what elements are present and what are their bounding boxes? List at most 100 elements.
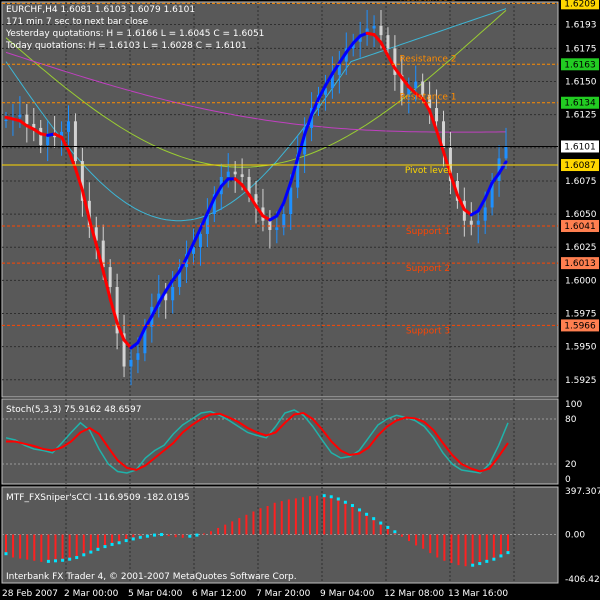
- trend-line-segment: [212, 184, 223, 200]
- trend-line-segment: [393, 66, 404, 80]
- stoch-signal-line: [6, 411, 509, 473]
- cci-tip-marker: [53, 559, 57, 563]
- candle-body: [240, 174, 244, 177]
- candle-body: [143, 326, 147, 354]
- candle-body: [94, 227, 98, 241]
- stoch-main-line: [5, 409, 509, 474]
- cci-tip-marker: [160, 533, 164, 537]
- stoch-tick-label: 100: [565, 400, 582, 410]
- time-tick-label: 13 Mar 16:00: [448, 589, 508, 599]
- trend-line-segment: [421, 97, 432, 113]
- candle-body: [18, 114, 22, 118]
- candle-body: [469, 220, 473, 225]
- candle-body: [171, 286, 175, 301]
- candle-body: [198, 233, 202, 248]
- trend-line-segment: [240, 183, 251, 197]
- trend-line-segment: [386, 54, 397, 70]
- candle-body: [504, 146, 508, 159]
- candle-body: [303, 127, 307, 155]
- price-tick-label: 1.6125: [565, 111, 597, 121]
- cci-tip-marker: [46, 559, 50, 563]
- cci-tip-marker: [68, 557, 72, 561]
- level-label: Resistance 2: [399, 54, 456, 64]
- trend-line-segment: [205, 196, 216, 215]
- cci-tip-marker: [372, 517, 376, 521]
- level-label: Pivot level: [405, 166, 451, 176]
- level-label: Support 3: [406, 326, 450, 336]
- cci-tip-marker: [506, 551, 510, 555]
- cci-tip-marker: [138, 535, 142, 539]
- candle-body: [212, 194, 216, 215]
- time-tick-label: 9 Mar 04:00: [320, 589, 375, 599]
- candle-body: [46, 134, 50, 146]
- level-price-value: 1.6209: [564, 0, 596, 9]
- time-tick-label: 28 Feb 2007: [2, 589, 58, 599]
- cci-tip-marker: [152, 533, 156, 537]
- candle-body: [129, 359, 133, 367]
- trend-line-segment: [323, 72, 334, 88]
- level-label: Resistance 3: [399, 0, 456, 3]
- candle-body: [428, 94, 432, 109]
- stoch-panel: [1, 398, 559, 485]
- trend-line-segment: [448, 172, 459, 197]
- cci-tip-marker: [350, 504, 354, 508]
- candle-body: [192, 247, 195, 254]
- candle-body: [73, 121, 77, 162]
- candle-body: [435, 108, 439, 122]
- trend-line-segment: [233, 177, 244, 187]
- cci-tick-label: -406.425: [565, 575, 600, 585]
- cci-tip-marker: [379, 521, 383, 525]
- candle-body: [442, 121, 445, 148]
- trend-line-segment: [157, 289, 168, 305]
- trend-line-segment: [490, 171, 501, 185]
- cci-tip-marker: [188, 534, 192, 538]
- price-tick-label: 1.6025: [565, 243, 597, 253]
- trend-line-segment: [351, 34, 362, 45]
- candle-body: [393, 48, 397, 75]
- trend-line-segment: [379, 41, 390, 58]
- trend-line-segment: [455, 193, 466, 212]
- price-tick-label: 1.5975: [565, 309, 597, 319]
- level-price-box: [561, 319, 599, 332]
- level-price-box: [561, 58, 599, 71]
- trend-line-segment: [150, 301, 161, 318]
- cci-tip-marker: [131, 537, 135, 541]
- candle-body: [53, 134, 57, 138]
- candle-body: [67, 121, 70, 132]
- candle-body: [400, 74, 404, 95]
- candle-body: [32, 123, 36, 128]
- candle-body: [296, 154, 300, 188]
- candle-body: [407, 88, 411, 95]
- cci-tip-marker: [4, 552, 8, 556]
- trend-line-segment: [407, 85, 418, 95]
- trend-line-segment: [143, 314, 154, 330]
- cci-tip-marker: [365, 512, 369, 516]
- time-tick-label: 12 Mar 08:00: [384, 589, 444, 599]
- level-price-box: [561, 159, 599, 172]
- trend-line-segment: [87, 217, 98, 247]
- trend-line-segment: [164, 278, 175, 293]
- level-price-value: 1.6013: [564, 259, 596, 269]
- trend-line-segment: [254, 204, 265, 218]
- candle-body: [379, 25, 383, 36]
- trend-line-segment: [310, 97, 320, 117]
- level-label: Support 2: [406, 264, 450, 274]
- candle-body: [386, 35, 390, 49]
- trend-line-segment: [400, 76, 411, 89]
- candle-body: [233, 171, 237, 175]
- trend-line-segment: [247, 193, 258, 208]
- cci-tip-marker: [485, 559, 489, 563]
- stoch-tick-label: 20: [565, 460, 577, 470]
- cci-tip-marker: [96, 547, 100, 551]
- cci-tip-marker: [195, 533, 199, 537]
- cci-tip-marker: [478, 562, 482, 566]
- price-tick-label: 1.6075: [565, 177, 597, 187]
- candle-body: [497, 158, 501, 181]
- trend-line-segment: [337, 50, 348, 65]
- trend-line-segment: [73, 166, 84, 192]
- candle-body: [289, 187, 293, 215]
- trend-line-segment: [219, 177, 230, 188]
- candle-body: [483, 207, 487, 221]
- cci-tip-marker: [329, 495, 333, 499]
